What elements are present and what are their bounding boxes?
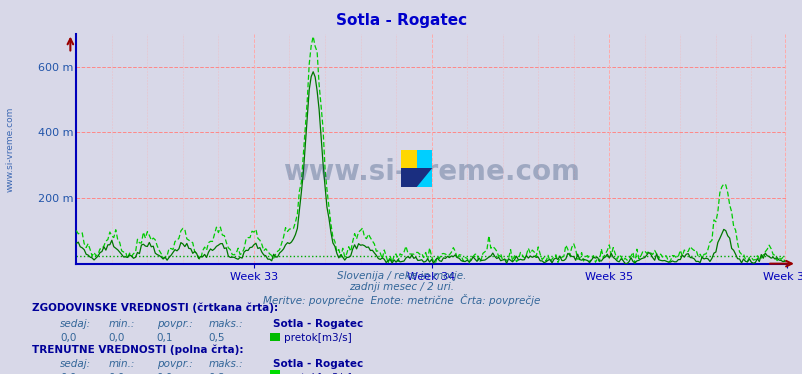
Text: maks.:: maks.:	[209, 319, 243, 329]
Bar	[401, 150, 416, 168]
Text: maks.:: maks.:	[209, 359, 243, 369]
Text: www.si-vreme.com: www.si-vreme.com	[5, 107, 14, 192]
Text: ZGODOVINSKE VREDNOSTI (črtkana črta):: ZGODOVINSKE VREDNOSTI (črtkana črta):	[32, 303, 278, 313]
Text: sedaj:: sedaj:	[60, 319, 91, 329]
Text: min.:: min.:	[108, 319, 135, 329]
Text: Meritve: povprečne  Enote: metrične  Črta: povprečje: Meritve: povprečne Enote: metrične Črta:…	[262, 294, 540, 306]
Text: povpr.:: povpr.:	[156, 319, 192, 329]
Text: Sotla - Rogatec: Sotla - Rogatec	[273, 319, 363, 329]
Text: 0,0: 0,0	[108, 373, 124, 374]
Text: 0,0: 0,0	[156, 373, 172, 374]
Text: Sotla - Rogatec: Sotla - Rogatec	[335, 13, 467, 28]
Text: 0,0: 0,0	[108, 333, 124, 343]
Text: pretok[m3/s]: pretok[m3/s]	[284, 373, 351, 374]
Bar	[416, 168, 431, 187]
Bar	[416, 150, 431, 168]
Text: Sotla - Rogatec: Sotla - Rogatec	[273, 359, 363, 369]
Text: Slovenija / reke in morje.: Slovenija / reke in morje.	[336, 271, 466, 281]
Text: sedaj:: sedaj:	[60, 359, 91, 369]
Text: pretok[m3/s]: pretok[m3/s]	[284, 333, 351, 343]
Bar	[269, 370, 279, 374]
Text: 0,0: 0,0	[60, 373, 76, 374]
Text: 0,0: 0,0	[60, 333, 76, 343]
Bar	[401, 168, 416, 187]
Text: 0,5: 0,5	[209, 333, 225, 343]
Text: 0,8: 0,8	[209, 373, 225, 374]
Polygon shape	[416, 168, 431, 187]
Text: TRENUTNE VREDNOSTI (polna črta):: TRENUTNE VREDNOSTI (polna črta):	[32, 345, 243, 355]
Text: min.:: min.:	[108, 359, 135, 369]
Text: povpr.:: povpr.:	[156, 359, 192, 369]
Text: 0,1: 0,1	[156, 333, 173, 343]
Bar	[269, 333, 279, 341]
Text: www.si-vreme.com: www.si-vreme.com	[283, 158, 579, 186]
Text: zadnji mesec / 2 uri.: zadnji mesec / 2 uri.	[349, 282, 453, 292]
